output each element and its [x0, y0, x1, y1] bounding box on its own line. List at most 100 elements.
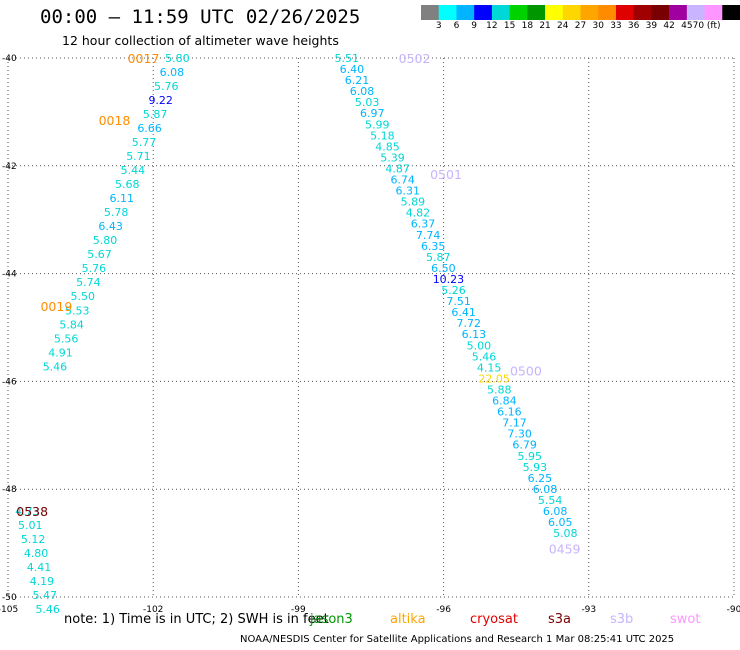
swh-value: 5.87 [143, 108, 168, 121]
colorbar-label: 36 [627, 21, 640, 31]
swh-value: 6.35 [421, 240, 446, 253]
colorbar-label: 30 [592, 21, 604, 31]
pass-time-label: 0500 [510, 364, 542, 379]
colorbar-swatch [580, 5, 599, 20]
colorbar-label: 45 [681, 21, 693, 31]
legend-item-s3a: s3a [548, 612, 572, 627]
swh-value: 5.47 [33, 589, 58, 602]
colorbar-swatch [474, 5, 493, 20]
swh-value: 5.53 [65, 304, 90, 317]
swh-value: 6.16 [497, 406, 522, 419]
swh-value: 6.74 [390, 174, 415, 187]
pass-time-label: 0017 [128, 51, 160, 66]
swh-value: 5.51 [335, 52, 360, 65]
page-title: 00:00 – 11:59 UTC 02/26/2025 [40, 6, 361, 28]
colorbar-label: 9 [471, 21, 478, 31]
colorbar-swatch [545, 5, 564, 20]
swh-value: 7.72 [457, 317, 482, 330]
colorbar-swatch [686, 5, 705, 20]
swh-value: 9.22 [148, 94, 173, 107]
colorbar-swatch [598, 5, 617, 20]
pass-time-label: 0538 [16, 504, 48, 519]
x-tick-label: -96 [436, 605, 451, 615]
swh-value: 6.08 [533, 483, 558, 496]
swh-value: 10.23 [433, 273, 465, 286]
swh-value: 6.97 [360, 107, 385, 120]
colorbar-labels: 3 6 9 12 15 18 21 24 27 30 33 36 39 42 45 70 (ft) [421, 21, 740, 35]
swh-value: 5.71 [126, 150, 151, 163]
swh-value: 5.99 [365, 118, 390, 131]
swh-value: 5.01 [18, 519, 43, 532]
colorbar-swatch [722, 5, 740, 20]
pass-time-label: 0019 [40, 299, 72, 314]
swh-value: 6.11 [109, 192, 134, 205]
swh-value: 6.40 [340, 63, 365, 76]
swh-value: 5.87 [426, 251, 451, 264]
colorbar-label: 21 [539, 21, 551, 31]
y-tick-label: -44 [2, 270, 17, 280]
swh-value: 4.85 [375, 140, 400, 153]
colorbar-swatch [651, 5, 670, 20]
swh-value: 4.41 [27, 561, 52, 574]
swh-value: 7.51 [446, 295, 471, 308]
colorbar-swatch [509, 5, 528, 20]
page-subtitle: 12 hour collection of altimeter wave hei… [62, 33, 339, 48]
colorbar-label: 27 [574, 21, 587, 31]
colorbar-swatch [669, 5, 688, 20]
swh-value: 5.39 [380, 151, 405, 164]
swh-value: 6.13 [462, 328, 487, 341]
colorbar-swatch [704, 5, 723, 20]
colorbar-swatch [438, 5, 457, 20]
swh-value: 4.82 [406, 207, 431, 220]
colorbar-label: 42 [663, 21, 675, 31]
colorbar-swatch [527, 5, 546, 20]
swh-value: 22.05 [478, 372, 510, 385]
swh-value: 5.77 [132, 136, 157, 149]
swh-value: 5.46 [43, 360, 68, 373]
swh-value: 6.08 [160, 66, 185, 79]
swh-value: 5.89 [401, 196, 426, 209]
legend-item-jason3: jason3 [310, 612, 353, 627]
wave-height-colorbar [421, 5, 740, 20]
legend-item-swot: swot [670, 612, 701, 627]
pass-time-label: 0502 [399, 51, 431, 66]
pass-time-label: 0459 [549, 541, 581, 556]
colorbar-label: 18 [521, 21, 534, 31]
colorbar-swatch [421, 5, 440, 20]
swh-value: 5.18 [370, 129, 395, 142]
swh-value: 7.17 [502, 417, 527, 430]
legend-item-altika: altika [390, 612, 426, 627]
pass-time-label: 0501 [430, 167, 462, 182]
swh-value: 5.84 [59, 318, 84, 331]
swh-value: 6.37 [411, 218, 436, 231]
swh-value: 6.08 [543, 505, 568, 518]
credit-line: NOAA/NESDIS Center for Satellite Applica… [240, 634, 675, 645]
swh-value: 5.76 [82, 262, 107, 275]
colorbar-label: 70 (ft) [692, 21, 721, 31]
colorbar-label: 33 [610, 21, 622, 31]
colorbar-label: 6 [453, 21, 460, 31]
swh-value: 6.08 [350, 85, 375, 98]
x-tick-label: -93 [581, 605, 596, 615]
swh-value: 6.25 [528, 472, 553, 485]
swh-value: 5.67 [87, 248, 112, 261]
swh-value: 5.56 [54, 332, 79, 345]
pass-time-label: 0018 [99, 113, 131, 128]
colorbar-swatch [491, 5, 510, 20]
colorbar-swatch [615, 5, 634, 20]
swh-value: 5.12 [21, 533, 46, 546]
colorbar-swatch [633, 5, 652, 20]
swh-value: 5.46 [472, 350, 497, 363]
swh-value: 7.30 [507, 428, 532, 441]
swh-value: 4.19 [30, 575, 55, 588]
x-tick-label: -90 [727, 605, 740, 615]
swh-value: 6.84 [492, 395, 517, 408]
swh-value: 4.87 [385, 162, 410, 175]
swh-value: 6.05 [548, 516, 573, 529]
swh-value: 5.78 [104, 206, 129, 219]
swh-value: 5.80 [93, 234, 118, 247]
swh-value: 4.15 [477, 361, 502, 374]
swh-value: 5.03 [355, 96, 380, 109]
x-tick-label: -99 [291, 605, 306, 615]
